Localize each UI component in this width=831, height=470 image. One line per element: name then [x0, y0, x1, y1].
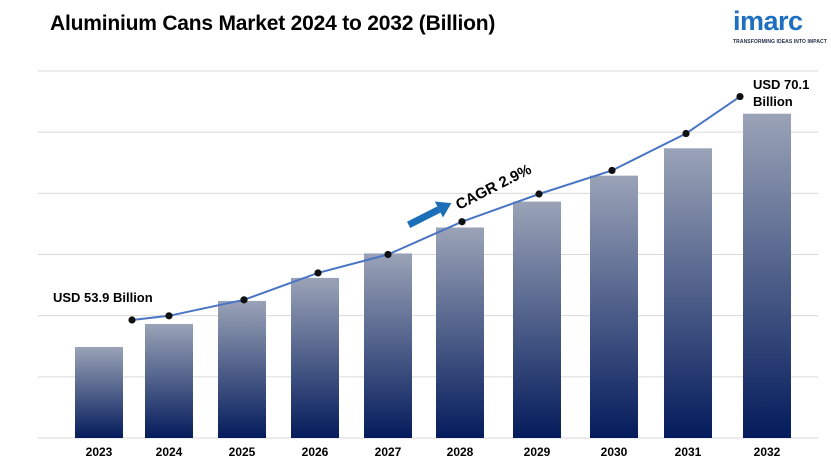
- bar-2024: [145, 323, 193, 438]
- bar-2032: [743, 113, 791, 438]
- x-tick-label: 2030: [601, 445, 628, 459]
- trend-marker: [384, 250, 392, 259]
- trend-marker: [165, 312, 173, 320]
- cagr-arrow-shaft: [407, 206, 441, 229]
- bars: [75, 113, 791, 438]
- trend-marker: [682, 129, 690, 138]
- trend-line-layer: [128, 92, 744, 324]
- x-tick-label: 2032: [754, 445, 781, 459]
- end-value-label-line2: Billion: [753, 94, 793, 109]
- trend-marker: [608, 166, 616, 175]
- x-tick-label: 2028: [447, 445, 474, 459]
- x-tick-label: 2023: [86, 445, 113, 459]
- cagr-arrow-head: [434, 201, 452, 218]
- x-tick-label: 2025: [229, 445, 256, 459]
- bar-2031: [664, 148, 712, 438]
- x-tick-label: 2031: [675, 445, 702, 459]
- bar-2029: [513, 201, 561, 438]
- bar-2027: [364, 253, 412, 438]
- trend-marker: [458, 218, 466, 226]
- bar-2030: [590, 175, 638, 438]
- x-tick-label: 2026: [302, 445, 329, 459]
- bar-2028: [436, 227, 484, 438]
- bar-2026: [291, 277, 339, 438]
- trend-marker: [128, 316, 136, 324]
- trend-marker: [240, 296, 248, 304]
- trend-marker: [535, 190, 543, 198]
- trend-marker: [736, 92, 744, 101]
- x-axis-ticks: 2023 2024 2025 2026 2027 2028 2029 2030 2031 2032: [86, 445, 781, 459]
- bar-2025: [218, 300, 266, 438]
- chart-title: Aluminium Cans Market 2024 to 2032 (Bill…: [50, 12, 496, 35]
- logo-wordmark: imarc: [733, 6, 803, 36]
- start-value-label: USD 53.9 Billion: [53, 290, 153, 305]
- x-tick-label: 2027: [375, 445, 402, 459]
- imarc-logo: imarc TRANSFORMING IDEAS INTO IMPACT: [733, 6, 827, 50]
- bar-2023: [75, 347, 123, 438]
- trend-line: [131, 95, 741, 321]
- trend-marker: [314, 269, 322, 277]
- x-tick-label: 2029: [524, 445, 551, 459]
- end-value-label-line1: USD 70.1: [753, 77, 809, 92]
- x-tick-label: 2024: [156, 445, 183, 459]
- logo-tagline: TRANSFORMING IDEAS INTO IMPACT: [733, 39, 827, 45]
- cagr-arrow: [407, 201, 452, 229]
